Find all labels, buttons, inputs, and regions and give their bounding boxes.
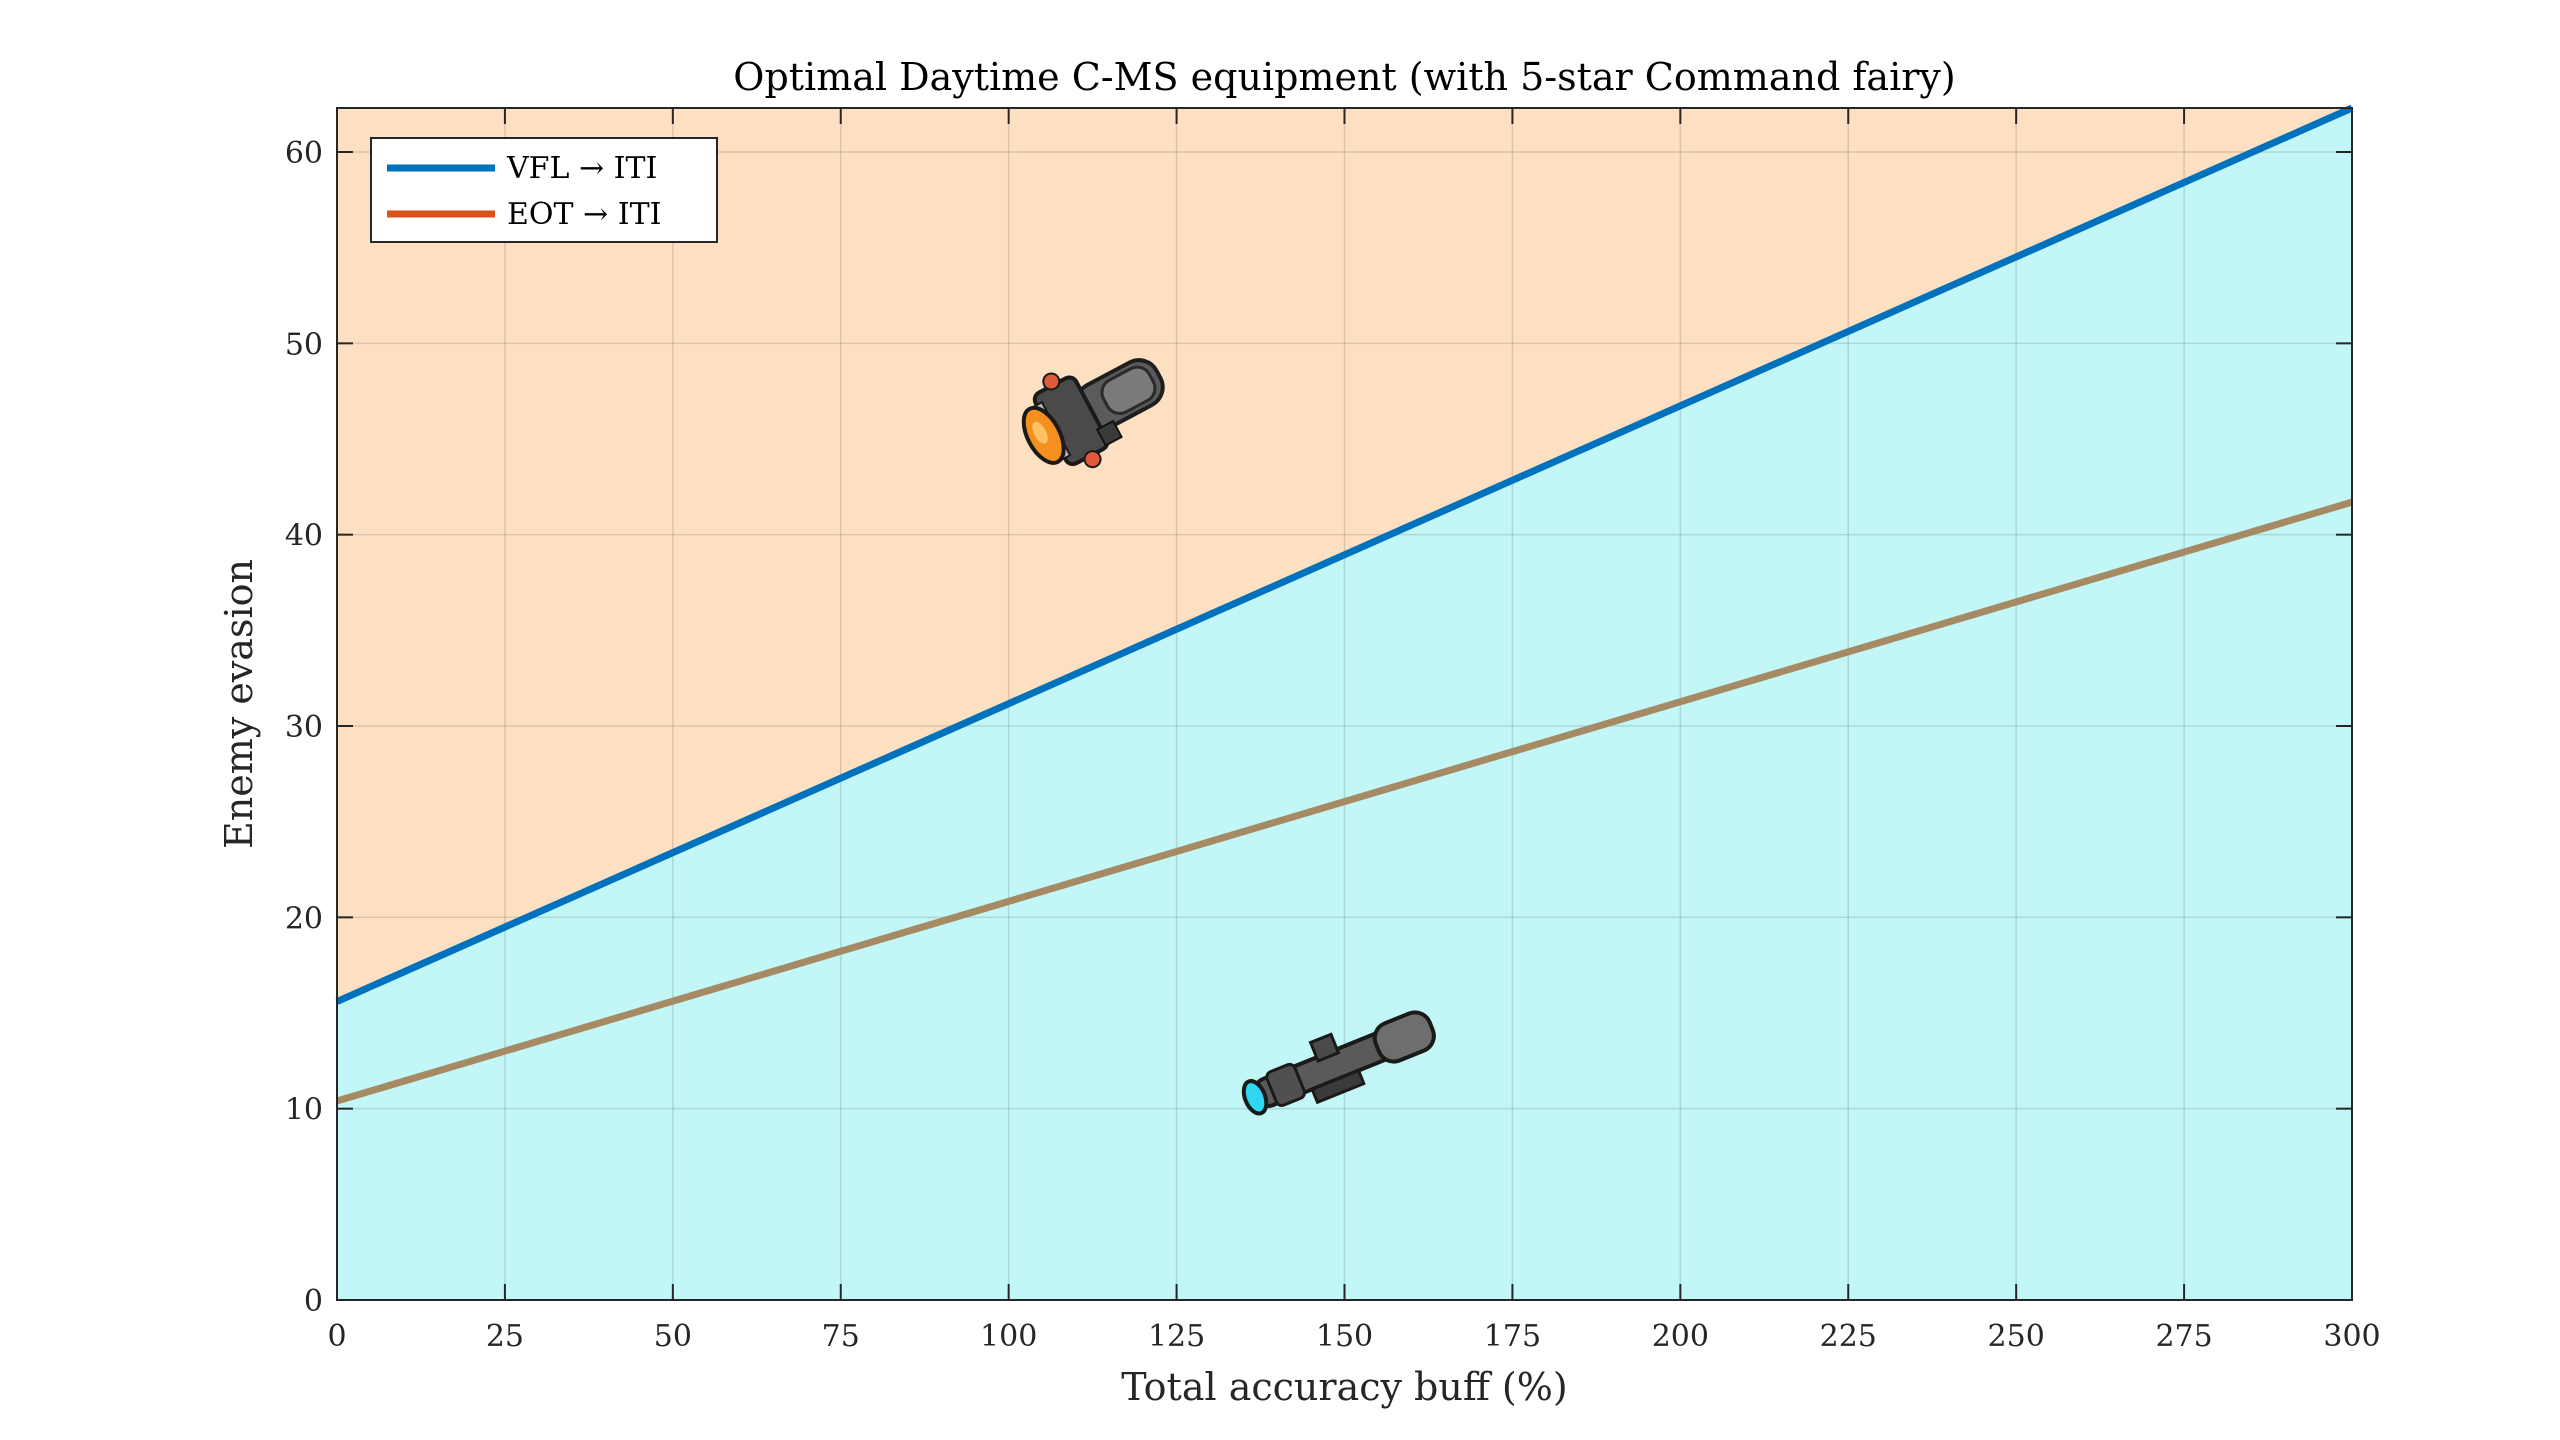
x-tick-label: 75	[822, 1319, 860, 1354]
region-layer	[337, 108, 2352, 1300]
y-tick-label: 10	[285, 1093, 323, 1128]
x-tick-label: 250	[1988, 1319, 2045, 1354]
y-tick-label: 20	[285, 901, 323, 936]
x-tick-label: 275	[2155, 1319, 2212, 1354]
series-line-1	[335, 104, 2354, 1005]
region-lower	[337, 108, 2352, 1300]
axes-layer: 0 25 50 75 100 125 150 175 200 225 250 275 300 0 10 20 3…	[285, 107, 2381, 1354]
y-axis-label: Enemy evasion	[217, 559, 261, 849]
x-tick-label: 300	[2323, 1319, 2380, 1354]
x-tick-label: 225	[1820, 1319, 1877, 1354]
legend-entry-2: EOT → ITI	[507, 197, 661, 232]
y-tick-label: 0	[304, 1284, 323, 1319]
legend-entry-1: VFL → ITI	[506, 151, 657, 186]
chart-title: Optimal Daytime C-MS equipment (with 5-s…	[733, 55, 1955, 99]
telescopic-scope-icon	[1241, 1010, 1436, 1116]
x-tick-label: 125	[1148, 1319, 1205, 1354]
x-tick-label: 150	[1316, 1319, 1373, 1354]
x-axis-label: Total accuracy buff (%)	[1121, 1365, 1567, 1409]
x-tick-label: 100	[980, 1319, 1037, 1354]
y-tick-label: 60	[285, 136, 323, 171]
series-layer	[335, 104, 2354, 1105]
x-tick-label: 200	[1652, 1319, 1709, 1354]
x-tick-label: 0	[327, 1319, 346, 1354]
series-line-2	[336, 498, 2353, 1105]
y-tick-label: 50	[285, 327, 323, 362]
x-tick-label: 50	[654, 1319, 692, 1354]
red-dot-sight-icon	[1021, 358, 1165, 469]
x-tick-label: 25	[486, 1319, 524, 1354]
y-tick-label: 40	[285, 519, 323, 554]
legend-box	[370, 137, 718, 243]
icons-layer	[1021, 358, 1436, 1116]
x-tick-label: 175	[1484, 1319, 1541, 1354]
legend: VFL → ITI EOT → ITI	[370, 137, 718, 243]
y-tick-label: 30	[285, 710, 323, 745]
